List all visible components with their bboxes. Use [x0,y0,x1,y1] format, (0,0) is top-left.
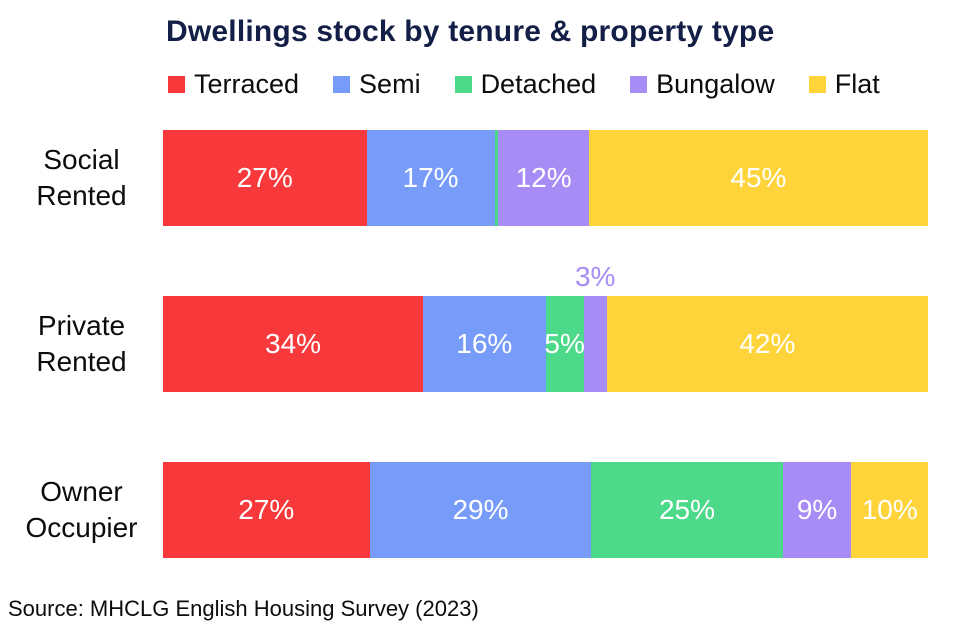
bar-segment-flat: 45% [588,130,928,226]
segment-value-label: 42% [739,328,796,359]
legend-item-semi: Semi [333,68,421,99]
row-label: Private Rented [0,308,163,380]
row-label: Owner Occupier [0,474,163,546]
bar-segment-bungalow: 3% [575,263,615,392]
legend-swatch-semi [333,75,351,93]
legend-item-flat: Flat [808,68,880,99]
row-label-line: Private [37,310,126,341]
legend-label: Semi [359,68,421,99]
segment-value-label: 27% [236,162,293,193]
row-label: Social Rented [0,142,163,214]
segment-value-label-above: 3% [574,261,616,292]
row-label-line: Occupier [25,512,138,543]
bar-segment-bungalow: 9% [782,462,852,558]
bar-segment-detached: 5% [544,296,585,392]
bar-segment-terraced: 34% [163,296,424,392]
segment-value-label: 27% [238,494,295,525]
legend-swatch-bungalow [630,75,648,93]
segment-value-label: 5% [544,328,585,359]
segment-value-label: 9% [796,494,838,525]
legend-item-detached: Detached [454,68,597,99]
segment-value-label: 17% [402,162,459,193]
bar-segment-terraced: 27% [163,462,370,558]
chart-canvas: Dwellings stock by tenure & property typ… [0,14,974,636]
segment-value-label: 25% [658,494,716,525]
bar-segment-semi: 16% [423,296,546,392]
segment-value-label: 34% [265,328,322,359]
segment-value-label: 45% [730,162,787,193]
bar-segment-flat: 10% [851,462,928,558]
legend-item-bungalow: Bungalow [630,68,775,99]
bar-segment-semi: 17% [366,130,495,226]
bar-segment-detached [494,130,499,226]
legend-label: Flat [834,68,880,99]
legend-label: Detached [480,68,597,99]
segment-value-label: 16% [456,328,513,359]
segment-value-label: 10% [861,494,918,525]
row-label-line: Social [43,144,120,175]
legend-swatch-terraced [168,75,185,93]
stacked-bar-chart: Social Rented 27% 17% 12% 45% Private Rented 34%… [0,130,928,558]
bar-segment-bungalow: 12% [498,130,589,226]
legend-swatch-detached [454,75,472,93]
bar-segment-terraced: 27% [163,130,367,226]
bar-segment-detached: 25% [591,462,783,558]
bar-segment-semi: 29% [369,462,592,558]
source-note: Source: MHCLG English Housing Survey (20… [8,596,479,621]
legend-swatch-flat [808,75,826,93]
row-label-line: Rented [36,180,127,211]
row-label-line: Owner [40,476,123,507]
bar-row-social-rented: Social Rented 27% 17% 12% 45% [0,130,928,226]
bar-row-private-rented: Private Rented 34% 16% 5% 3% 42% [0,263,928,392]
bar-row-owner-occupier: Owner Occupier 27% 29% 25% 9% 10% [0,462,928,558]
bar-owner-occupier: 27% 29% 25% 9% 10% [163,462,928,558]
legend: Terraced Semi Detached Bungalow Flat [168,68,974,100]
chart-title: Dwellings stock by tenure & property typ… [166,15,775,48]
legend-label: Bungalow [656,68,775,99]
row-label-line: Rented [36,346,127,377]
bar-social-rented: 27% 17% 12% 45% [163,130,928,226]
legend-label: Terraced [194,68,300,99]
bar-private-rented: 34% 16% 5% 3% 42% [163,263,928,392]
segment-value-label: 12% [515,162,572,193]
legend-item-terraced: Terraced [168,68,300,99]
segment-value-label: 29% [452,494,509,525]
bar-segment-flat: 42% [606,296,928,392]
